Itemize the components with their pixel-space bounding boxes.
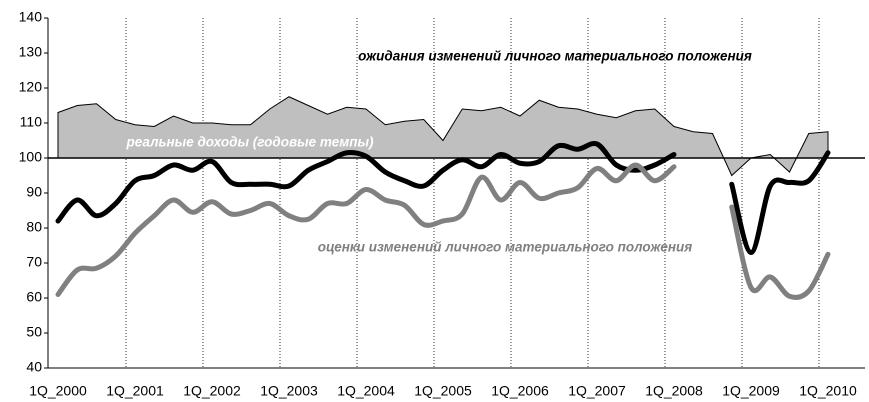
y-tick-label: 50	[26, 324, 42, 340]
series-label: реальные доходы (годовые темпы)	[126, 135, 374, 150]
x-tick-label: 1Q_2009	[722, 383, 780, 399]
line	[55, 140, 831, 256]
series-label: оценки изменений личного материального п…	[318, 240, 693, 255]
x-tick-label: 1Q_2000	[29, 383, 87, 399]
series-label: ожидания изменений личного материального…	[358, 49, 752, 64]
line	[55, 162, 831, 300]
x-tick-label: 1Q_2010	[799, 383, 857, 399]
y-tick-label: 90	[26, 184, 42, 200]
y-tick-label: 80	[26, 219, 42, 235]
y-tick-label: 130	[19, 44, 43, 60]
x-tick-label: 1Q_2006	[491, 383, 549, 399]
x-tick-label: 1Q_2002	[183, 383, 241, 399]
y-tick-label: 60	[26, 289, 42, 305]
x-tick-label: 1Q_2008	[645, 383, 703, 399]
y-tick-label: 110	[20, 114, 43, 130]
area	[57, 96, 829, 177]
x-tick-label: 1Q_2001	[106, 383, 164, 399]
y-tick-label: 40	[26, 359, 42, 375]
y-tick-label: 140	[19, 9, 43, 25]
x-tick-label: 1Q_2004	[337, 383, 395, 399]
y-tick-label: 70	[26, 254, 42, 270]
x-tick-label: 1Q_2007	[568, 383, 626, 399]
x-tick-label: 1Q_2005	[414, 383, 472, 399]
y-tick-label: 100	[19, 149, 43, 165]
y-tick-label: 120	[19, 79, 43, 95]
x-tick-label: 1Q_2003	[260, 383, 318, 399]
